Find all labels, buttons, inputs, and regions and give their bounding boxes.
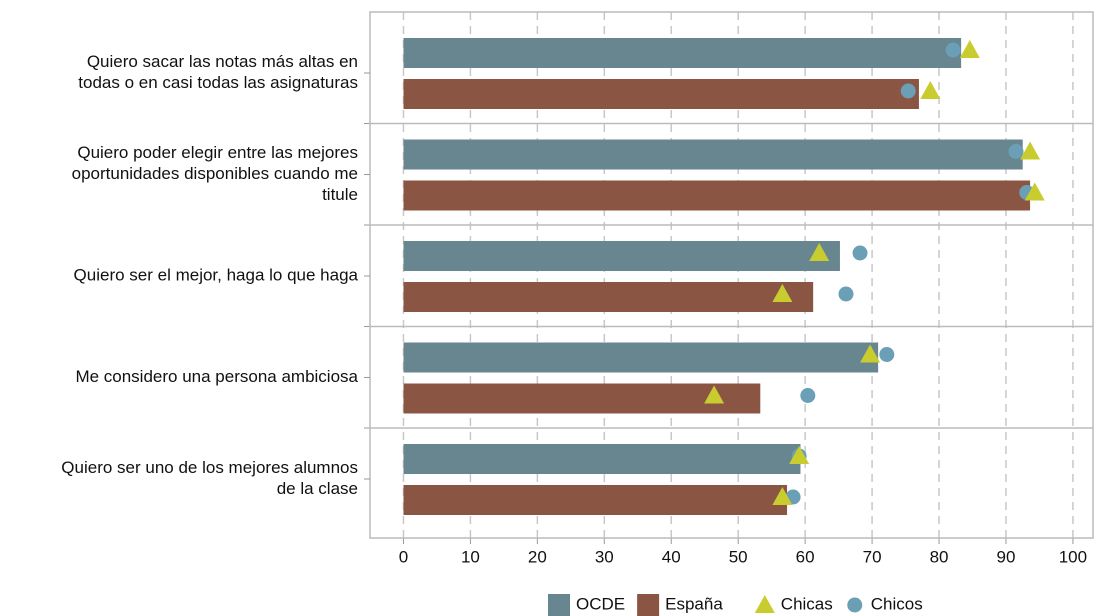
bar <box>403 282 814 312</box>
marker-triangle <box>809 243 830 261</box>
marker-circle <box>945 42 961 58</box>
x-tick-label: 90 <box>997 547 1016 566</box>
bar <box>403 444 801 474</box>
category-label: de la clase <box>277 479 358 498</box>
legend-label: España <box>665 594 723 613</box>
marker-triangle <box>772 487 793 505</box>
marker-triangle <box>959 40 980 58</box>
legend-label: Chicas <box>781 594 833 613</box>
marker-circle <box>879 347 895 362</box>
marker-circle <box>847 597 863 613</box>
marker-triangle <box>754 595 775 613</box>
legend-label: OCDE <box>576 594 625 613</box>
plot-frame <box>369 11 1094 539</box>
bar <box>403 180 1031 211</box>
x-tick-label: 60 <box>796 547 815 566</box>
x-tick-label: 50 <box>729 547 748 566</box>
category-label: Quiero ser el mejor, haga lo que haga <box>74 265 359 284</box>
bar <box>403 383 761 414</box>
bar <box>403 79 919 109</box>
marker-circle <box>900 83 916 99</box>
category-label: Quiero sacar las notas más altas en <box>87 52 358 71</box>
category-label: titule <box>322 185 358 204</box>
x-tick-label: 100 <box>1059 547 1087 566</box>
legend-swatch <box>637 594 660 616</box>
bar <box>403 38 962 68</box>
marker-circle <box>1008 144 1024 159</box>
marker-circle <box>852 245 868 261</box>
category-label: Quiero poder elegir entre las mejores <box>77 143 358 162</box>
x-tick-label: 40 <box>662 547 681 566</box>
x-tick-label: 20 <box>528 547 547 566</box>
marker-circle <box>838 286 854 302</box>
marker-triangle <box>860 344 881 363</box>
marker-circle <box>800 388 816 403</box>
marker-triangle <box>1020 141 1041 160</box>
category-label: todas o en casi todas las asignaturas <box>78 73 358 92</box>
x-tick-label: 10 <box>461 547 480 566</box>
bar <box>403 241 840 271</box>
legend-label: Chicos <box>871 594 923 613</box>
category-label: Quiero ser uno de los mejores alumnos <box>61 458 358 477</box>
x-tick-label: 80 <box>930 547 949 566</box>
marker-triangle <box>1024 182 1045 201</box>
x-tick-label: 70 <box>863 547 882 566</box>
bar <box>403 485 788 515</box>
marker-triangle <box>704 385 725 404</box>
category-label: Me considero una persona ambiciosa <box>75 367 358 386</box>
x-tick-label: 0 <box>399 547 408 566</box>
marker-triangle <box>772 284 793 302</box>
marker-triangle <box>789 446 810 464</box>
category-label: oportunidades disponibles cuando me <box>72 164 358 183</box>
legend-swatch <box>548 594 570 616</box>
bar <box>403 139 1023 170</box>
marker-triangle <box>920 81 941 99</box>
x-tick-label: 30 <box>595 547 614 566</box>
bar <box>403 342 879 373</box>
